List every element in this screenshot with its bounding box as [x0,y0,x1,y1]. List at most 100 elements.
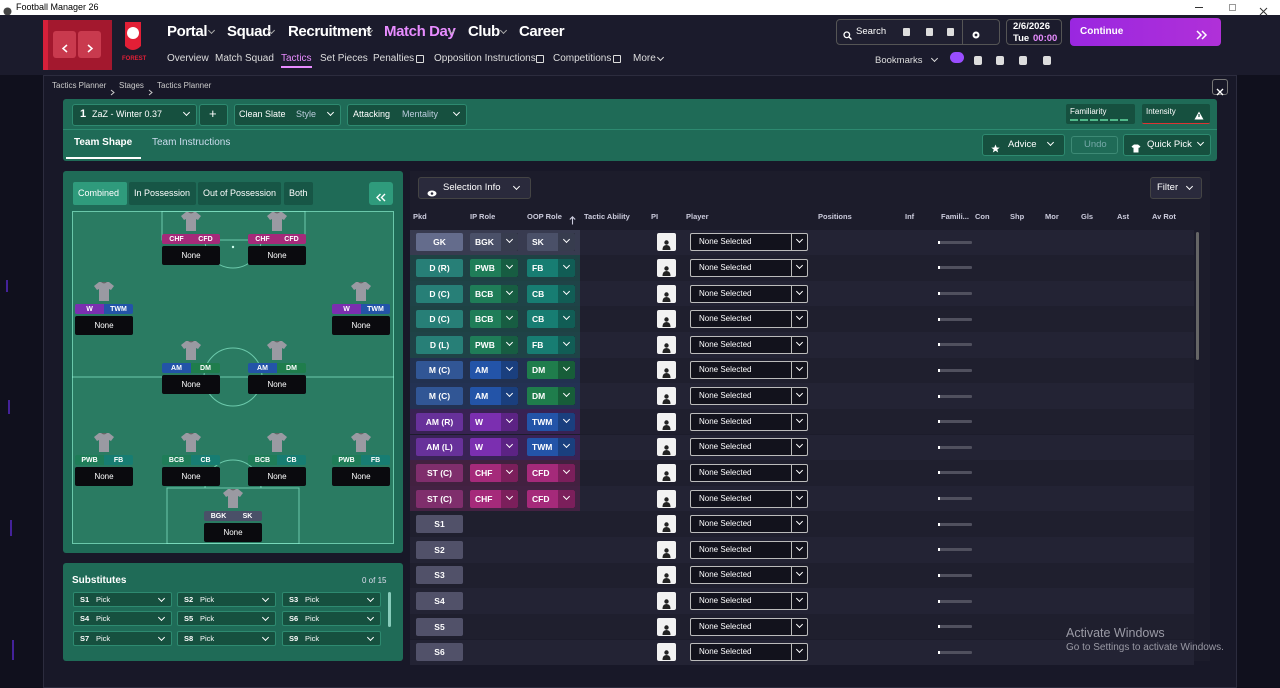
nav-sub-item[interactable]: Penalties [373,53,415,64]
player-select[interactable] [690,258,808,277]
breadcrumb-item[interactable]: Tactics Planner [52,81,107,90]
column-header[interactable]: Shp [1010,212,1025,221]
player-name-box[interactable] [75,316,133,335]
column-header[interactable]: IP Role [470,212,496,221]
player-select[interactable] [690,284,808,303]
column-header[interactable]: Pkd [413,212,427,221]
pkd-button[interactable] [416,361,463,380]
mode-label[interactable]: Both [289,188,308,198]
player-name-box[interactable] [162,467,220,486]
mentality-select[interactable] [347,104,467,126]
sub-slot[interactable] [177,631,276,646]
nav-main-item[interactable]: Match Day [384,23,456,40]
role-select[interactable] [470,412,518,431]
pkd-button[interactable] [416,643,463,662]
role-select[interactable] [527,258,575,277]
role-select[interactable] [527,361,575,380]
quick-pick-label[interactable]: Quick Pick [1147,139,1192,150]
column-header[interactable]: Famili... [941,212,969,221]
breadcrumb-item[interactable]: Tactics Planner [157,81,212,90]
mode-tab[interactable] [284,182,313,205]
nav-sub-item[interactable]: Overview [167,53,209,64]
nav-sub-item[interactable]: Match Squad [215,53,274,64]
role-select[interactable] [527,284,575,303]
role-select[interactable] [527,233,575,252]
mode-tab[interactable] [129,182,196,205]
continue-button[interactable] [1070,18,1221,46]
tab[interactable]: Team Instructions [152,137,231,148]
player-name-box[interactable] [204,523,262,542]
player-select[interactable] [690,361,808,380]
column-header[interactable]: OOP Role [527,212,562,221]
filter-button[interactable] [1150,177,1202,199]
pkd-button[interactable] [416,387,463,406]
search-label[interactable]: Search [856,26,887,37]
role-select[interactable] [470,258,518,277]
nav-sub-item[interactable]: Tactics [281,53,312,64]
role-select[interactable] [470,284,518,303]
player-name-box[interactable] [332,316,390,335]
role-select[interactable] [527,412,575,431]
sub-slot[interactable] [282,631,381,646]
column-header[interactable]: Inf [905,212,915,221]
player-select[interactable] [690,489,808,508]
role-select[interactable] [470,361,518,380]
player-select[interactable] [690,335,808,354]
selection-info-label[interactable]: Selection Info [443,182,501,193]
role-select[interactable] [527,489,575,508]
role-select[interactable] [470,463,518,482]
nav-sub-item[interactable]: Set Pieces [320,53,368,64]
player-name-box[interactable] [75,467,133,486]
pkd-button[interactable] [416,566,463,585]
nav-sub-item[interactable]: Competitions [553,53,612,64]
undo-button[interactable] [1071,136,1118,154]
role-select[interactable] [470,489,518,508]
pkd-button[interactable] [416,412,463,431]
sub-slot[interactable] [177,592,276,607]
player-select[interactable] [690,387,808,406]
player-name-box[interactable] [162,246,220,265]
breadcrumb-item[interactable]: Stages [119,81,144,90]
nav-sub-item[interactable]: More [633,53,656,64]
column-header[interactable]: Con [975,212,990,221]
role-select[interactable] [470,310,518,329]
nav-main-item[interactable]: Career [519,23,565,40]
pkd-button[interactable] [416,233,463,252]
collapse-button[interactable] [369,182,393,205]
bookmarks[interactable]: Bookmarks [875,55,923,66]
player-select[interactable] [690,515,808,534]
pkd-button[interactable] [416,258,463,277]
nav-main-item[interactable]: Portal [167,23,208,40]
role-select[interactable] [470,387,518,406]
player-select[interactable] [690,310,808,329]
role-select[interactable] [527,310,575,329]
role-select[interactable] [527,335,575,354]
role-select[interactable] [527,438,575,457]
pkd-button[interactable] [416,592,463,611]
column-header[interactable]: Player [686,212,709,221]
tab[interactable]: Team Shape [74,137,133,148]
sub-slot[interactable] [73,611,172,626]
pkd-button[interactable] [416,284,463,303]
player-name-box[interactable] [248,467,306,486]
nav-sub-item[interactable]: Opposition Instructions [434,53,536,64]
style-select[interactable] [234,104,341,126]
player-select[interactable] [690,463,808,482]
pkd-button[interactable] [416,540,463,559]
close-button[interactable] [1212,79,1228,95]
bookmark-icon[interactable] [1019,56,1027,65]
sub-slot[interactable] [73,592,172,607]
mode-label[interactable]: Combined [78,188,120,198]
nav-main-item[interactable]: Squad [227,23,271,40]
continue-label[interactable]: Continue [1080,26,1124,37]
player-name-box[interactable] [332,467,390,486]
nav-main-item[interactable]: Club [468,23,500,40]
role-select[interactable] [470,438,518,457]
mode-tab[interactable] [73,182,127,205]
column-header[interactable]: Positions [818,212,852,221]
tactic-select[interactable] [72,104,197,126]
pkd-button[interactable] [416,463,463,482]
mode-label[interactable]: Out of Possession [203,188,277,198]
sub-slot[interactable] [177,611,276,626]
filter-label[interactable]: Filter [1157,182,1179,193]
